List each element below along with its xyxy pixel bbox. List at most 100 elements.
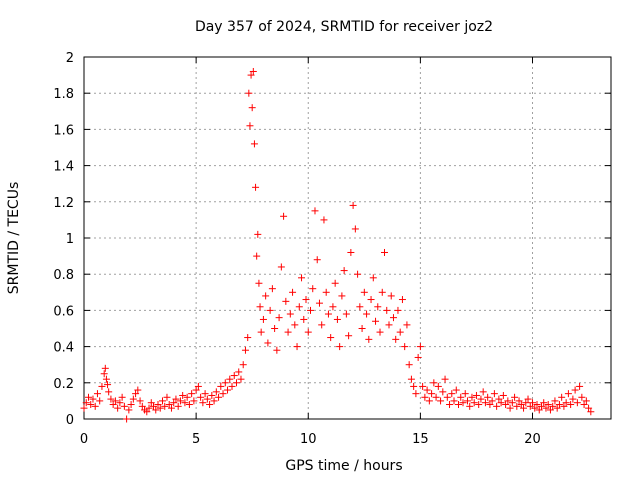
data-point [387,292,395,300]
data-point [181,399,189,407]
data-point [459,399,467,407]
data-point [246,122,254,130]
data-point [342,310,350,318]
data-point [298,274,306,282]
data-point [535,406,543,414]
data-point [118,393,126,401]
data-point [544,401,552,409]
data-point [84,393,92,401]
data-point [569,395,577,403]
data-point [185,401,193,409]
data-point [102,375,110,383]
data-point [109,401,117,409]
data-point [425,397,433,405]
data-point [432,393,440,401]
data-point [212,388,220,396]
data-point [555,401,563,409]
data-point [419,382,427,390]
data-point [82,399,90,407]
data-points [80,67,595,423]
data-point [506,404,514,412]
data-point [300,315,308,323]
data-point [443,393,451,401]
data-point [89,395,97,403]
data-point [215,393,223,401]
data-point [165,401,173,409]
data-point [412,390,420,398]
data-point [136,397,144,405]
data-point [239,361,247,369]
x-axis-label: GPS time / hours [285,458,402,474]
data-point [437,397,445,405]
data-point [463,397,471,405]
data-point [172,395,180,403]
data-point [358,325,366,332]
data-point [537,402,545,410]
data-point [517,401,525,409]
data-point [154,401,162,409]
data-point [210,397,218,405]
data-point [549,402,557,410]
data-point [493,402,501,410]
data-point [116,399,124,407]
data-point [183,393,191,401]
data-point [152,406,160,414]
data-point [174,402,182,410]
data-point [508,399,516,407]
data-point [430,379,438,387]
data-point [466,402,474,410]
data-point [224,386,232,394]
data-point [252,183,260,191]
data-point [134,386,142,394]
data-point [407,375,415,383]
x-tick-label: 5 [192,432,200,447]
y-tick-label: 0 [66,413,74,428]
data-point [472,391,480,399]
data-point [291,321,299,329]
data-point [158,397,166,405]
data-point [306,306,314,314]
data-point [107,395,115,403]
data-point [259,315,267,323]
data-point [311,207,319,215]
data-point [293,343,301,351]
data-point [138,402,146,410]
data-point [338,292,346,300]
data-point [488,397,496,405]
data-point [255,279,263,287]
data-point [132,390,140,398]
data-point [129,395,137,403]
data-point [87,401,95,409]
data-point [176,397,184,405]
data-point [396,328,404,336]
data-point [331,279,339,287]
data-point [313,256,321,264]
data-point [277,263,285,271]
data-point [360,288,368,296]
data-point [403,321,411,329]
plot-frame [83,56,612,420]
data-point [206,401,214,409]
data-point [230,372,238,380]
data-point [271,325,279,332]
data-point [372,317,380,325]
y-tick-label: 0.6 [53,304,74,319]
data-point [284,328,292,336]
y-tick-label: 0.4 [53,341,74,356]
data-point [324,310,332,318]
data-point [241,346,249,354]
data-point [161,402,169,410]
data-point [546,406,554,414]
data-point [455,401,463,409]
data-point [125,406,133,414]
data-point [504,397,512,405]
data-point [522,399,530,407]
chart-title: Day 357 of 2024, SRMTID for receiver joz… [195,19,493,35]
data-point [273,346,281,354]
data-point [232,379,240,387]
data-point [540,399,548,407]
data-point [104,381,112,389]
data-point [217,382,225,390]
data-point [221,379,229,387]
y-tick-label: 1.8 [53,87,74,102]
